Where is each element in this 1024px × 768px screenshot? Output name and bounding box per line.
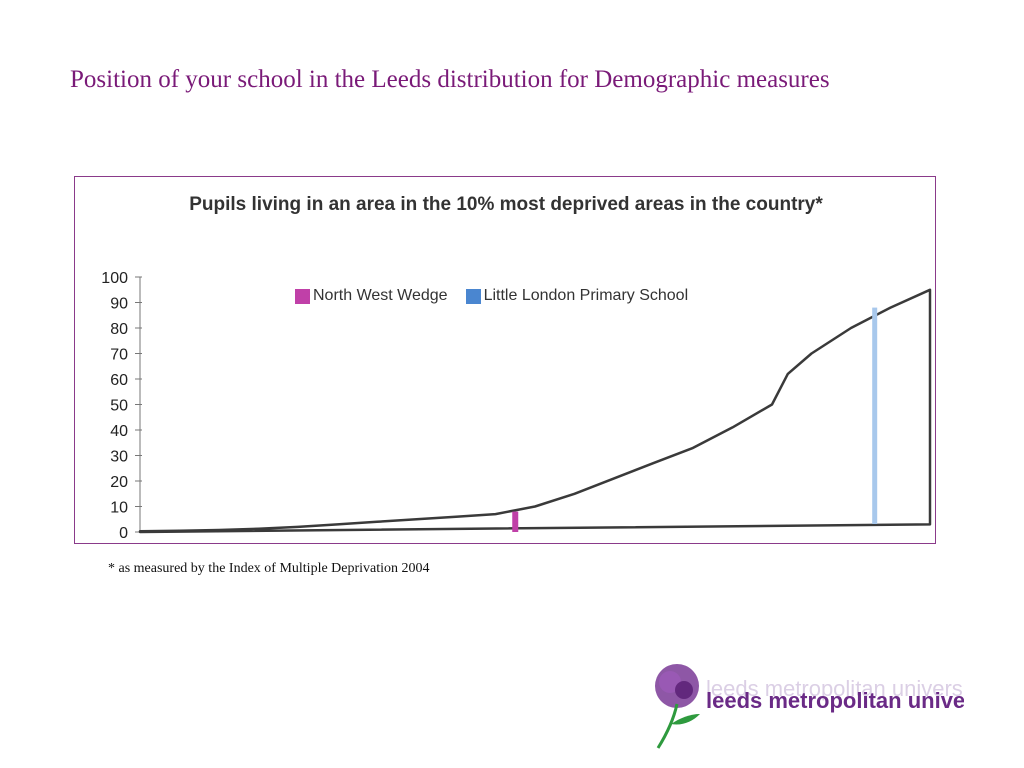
rose-icon [655,664,700,749]
y-tick-label-60: 60 [110,372,128,389]
y-tick-label-20: 20 [110,474,128,491]
y-tick-label-80: 80 [110,321,128,338]
leeds-met-logo: leeds metropolitan university leeds metr… [655,664,964,749]
y-tick-label-70: 70 [110,347,128,364]
logo-text-shadow: leeds metropolitan university [706,676,964,701]
y-tick-label-10: 10 [110,500,128,517]
y-tick-label-40: 40 [110,423,128,440]
y-tick-label-90: 90 [110,296,128,313]
y-tick-label-100: 100 [101,270,128,287]
marker-north-west-wedge [512,511,519,532]
logo-text: leeds metropolitan university [706,688,964,713]
legend-label-little-london: Little London Primary School [483,287,689,304]
y-tick-label-0: 0 [119,525,128,542]
marker-little-london [872,307,878,524]
y-tick-label-50: 50 [110,398,128,415]
chart-plot-area: 0 10 20 30 40 50 60 70 80 90 100 [101,270,932,542]
slide-title: Position of your school in the Leeds dis… [70,66,830,93]
chart-legend: North West Wedge Little London Primary S… [295,287,688,305]
chart-title: Pupils living in an area in the 10% most… [189,194,823,215]
footnote: * as measured by the Index of Multiple D… [108,561,430,576]
legend-item-little-london: Little London Primary School [465,287,689,305]
chart-panel: Pupils living in an area in the 10% most… [74,176,936,544]
y-tick-label-30: 30 [110,449,128,466]
series-line-distribution [138,288,932,534]
legend-label-north-west-wedge: North West Wedge [313,287,448,304]
legend-swatch-little-london [465,288,481,304]
legend-swatch-north-west-wedge [295,288,310,304]
legend-item-north-west-wedge: North West Wedge [295,287,448,305]
